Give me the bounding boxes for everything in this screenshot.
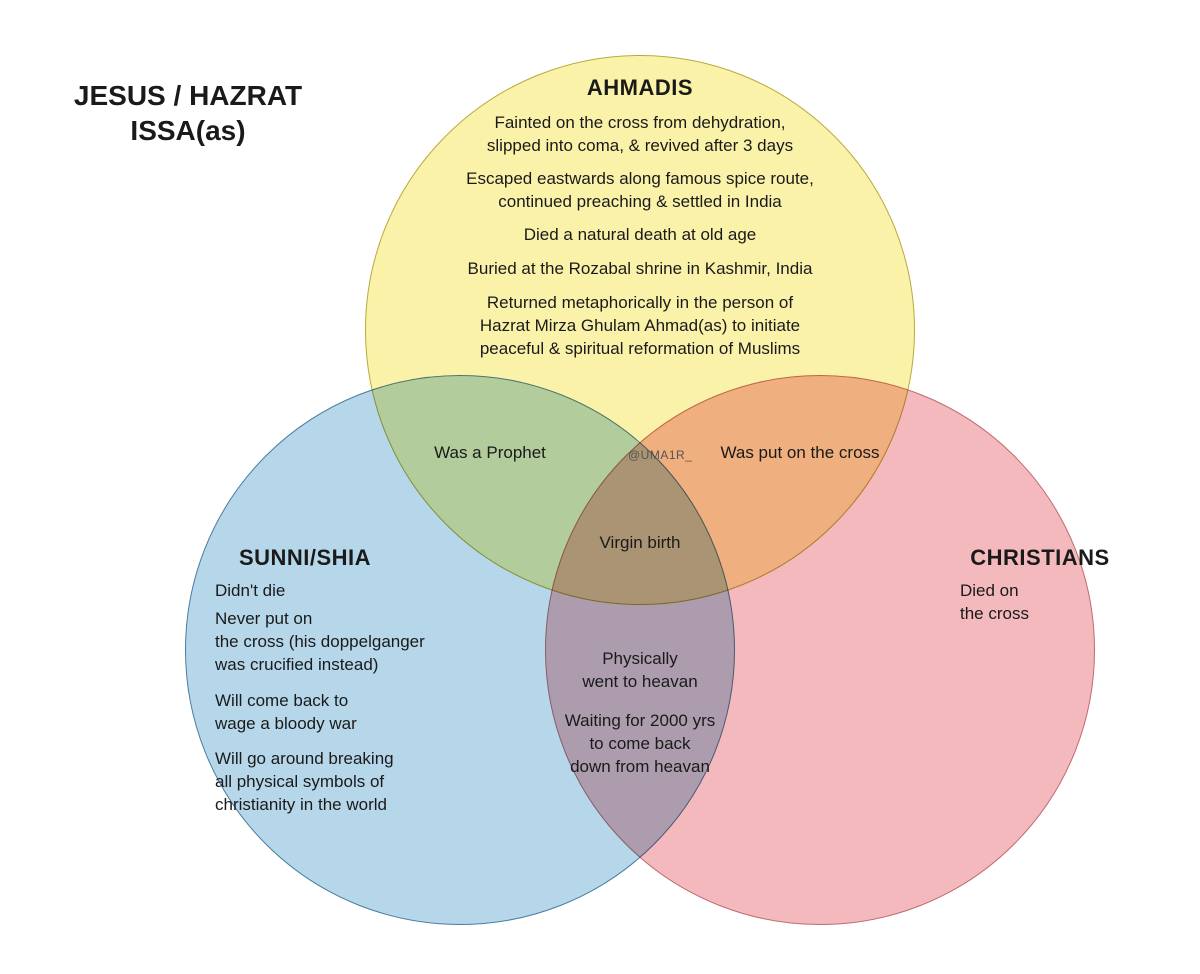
venn-text: Buried at the Rozabal shrine in Kashmir,… <box>440 258 840 281</box>
watermark: @UMA1R_ <box>628 448 692 462</box>
venn-text: Never put on the cross (his doppelganger… <box>215 608 455 677</box>
venn-text: Waiting for 2000 yrs to come back down f… <box>545 710 735 779</box>
label-sunnishia: SUNNI/SHIA <box>215 545 395 571</box>
venn-text: Virgin birth <box>565 532 715 555</box>
venn-text: Was a Prophet <box>405 442 575 465</box>
venn-text: Will come back to wage a bloody war <box>215 690 445 736</box>
venn-text: Died a natural death at old age <box>440 224 840 247</box>
venn-text: Was put on the cross <box>695 442 905 465</box>
venn-text: Escaped eastwards along famous spice rou… <box>440 168 840 214</box>
venn-text: Fainted on the cross from dehydration, s… <box>440 112 840 158</box>
label-christians: CHRISTIANS <box>940 545 1140 571</box>
venn-text: Died on the cross <box>960 580 1100 626</box>
venn-text: Didn't die <box>215 580 435 603</box>
venn-text: Will go around breaking all physical sym… <box>215 748 465 817</box>
page-title: JESUS / HAZRAT ISSA(as) <box>58 78 318 148</box>
venn-text: Returned metaphorically in the person of… <box>440 292 840 361</box>
venn-diagram: JESUS / HAZRAT ISSA(as) AHMADIS SUNNI/SH… <box>0 0 1200 974</box>
venn-text: Physically went to heavan <box>545 648 735 694</box>
label-ahmadis: AHMADIS <box>540 75 740 101</box>
